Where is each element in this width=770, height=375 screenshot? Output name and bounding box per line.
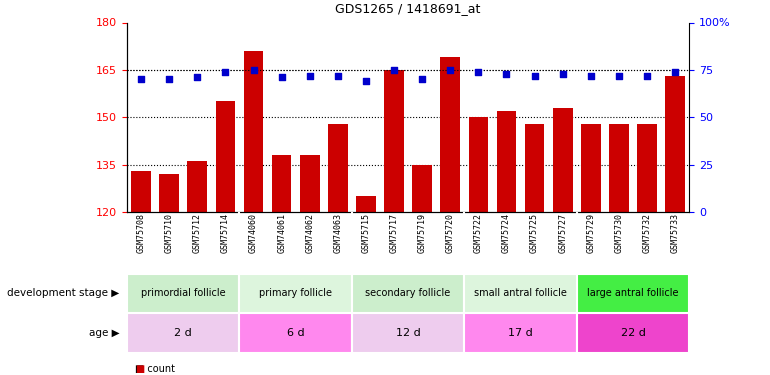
Text: GSM75715: GSM75715 bbox=[361, 213, 370, 253]
Bar bbox=[272, 155, 292, 212]
Text: 12 d: 12 d bbox=[396, 328, 420, 338]
Text: GSM74061: GSM74061 bbox=[277, 213, 286, 253]
Text: GSM75708: GSM75708 bbox=[136, 213, 146, 253]
Text: 22 d: 22 d bbox=[621, 328, 645, 338]
Bar bbox=[328, 123, 348, 212]
Bar bbox=[468, 117, 488, 212]
Point bbox=[191, 74, 203, 80]
Bar bbox=[127, 274, 239, 313]
Text: GSM74062: GSM74062 bbox=[305, 213, 314, 253]
Bar bbox=[464, 274, 577, 313]
Bar bbox=[412, 165, 432, 212]
Point bbox=[247, 67, 259, 73]
Text: small antral follicle: small antral follicle bbox=[474, 288, 567, 298]
Text: GSM75710: GSM75710 bbox=[165, 213, 174, 253]
Text: 2 d: 2 d bbox=[174, 328, 192, 338]
Text: primary follicle: primary follicle bbox=[259, 288, 332, 298]
Text: GSM74063: GSM74063 bbox=[333, 213, 343, 253]
Bar bbox=[609, 123, 629, 212]
Text: GSM75717: GSM75717 bbox=[390, 213, 399, 253]
Bar bbox=[300, 155, 320, 212]
Point bbox=[360, 78, 372, 84]
Bar bbox=[464, 313, 577, 352]
Text: GSM75725: GSM75725 bbox=[530, 213, 539, 253]
Bar bbox=[497, 111, 517, 212]
Point bbox=[444, 67, 457, 73]
Bar bbox=[577, 274, 689, 313]
Bar bbox=[239, 274, 352, 313]
Point bbox=[557, 70, 569, 76]
Text: GSM74060: GSM74060 bbox=[249, 213, 258, 253]
Point bbox=[135, 76, 147, 82]
Bar bbox=[187, 161, 207, 212]
Text: GSM75714: GSM75714 bbox=[221, 213, 230, 253]
Text: primordial follicle: primordial follicle bbox=[141, 288, 226, 298]
Text: GSM75730: GSM75730 bbox=[614, 213, 624, 253]
Text: GSM75732: GSM75732 bbox=[642, 213, 651, 253]
Bar bbox=[637, 123, 657, 212]
Bar bbox=[243, 51, 263, 212]
Bar bbox=[131, 171, 151, 212]
Text: large antral follicle: large antral follicle bbox=[588, 288, 678, 298]
Bar bbox=[159, 174, 179, 212]
Bar bbox=[577, 313, 689, 352]
Text: 17 d: 17 d bbox=[508, 328, 533, 338]
Text: GSM75724: GSM75724 bbox=[502, 213, 511, 253]
Point bbox=[528, 72, 541, 78]
Text: GSM75719: GSM75719 bbox=[417, 213, 427, 253]
Bar bbox=[665, 76, 685, 212]
Text: GDS1265 / 1418691_at: GDS1265 / 1418691_at bbox=[336, 2, 480, 15]
Text: 6 d: 6 d bbox=[287, 328, 304, 338]
Point bbox=[500, 70, 513, 76]
Bar bbox=[352, 313, 464, 352]
Point bbox=[276, 74, 288, 80]
Text: ■: ■ bbox=[135, 364, 144, 374]
Point bbox=[163, 76, 176, 82]
Point bbox=[416, 76, 428, 82]
Bar bbox=[239, 313, 352, 352]
Text: age ▶: age ▶ bbox=[89, 328, 119, 338]
Point bbox=[641, 72, 653, 78]
Point bbox=[669, 69, 681, 75]
Text: GSM75712: GSM75712 bbox=[192, 213, 202, 253]
Point bbox=[613, 72, 625, 78]
Point bbox=[219, 69, 232, 75]
Text: GSM75727: GSM75727 bbox=[558, 213, 567, 253]
Text: secondary follicle: secondary follicle bbox=[366, 288, 450, 298]
Point bbox=[332, 72, 344, 78]
Bar bbox=[553, 108, 573, 212]
Text: GSM75722: GSM75722 bbox=[474, 213, 483, 253]
Bar bbox=[440, 57, 460, 212]
Bar bbox=[581, 123, 601, 212]
Bar bbox=[127, 313, 239, 352]
Point bbox=[388, 67, 400, 73]
Bar bbox=[524, 123, 544, 212]
Point bbox=[472, 69, 484, 75]
Text: GSM75733: GSM75733 bbox=[671, 213, 680, 253]
Point bbox=[303, 72, 316, 78]
Bar bbox=[216, 101, 236, 212]
Bar bbox=[356, 196, 376, 212]
Text: ■ count: ■ count bbox=[135, 364, 175, 374]
Text: development stage ▶: development stage ▶ bbox=[7, 288, 119, 298]
Text: GSM75720: GSM75720 bbox=[446, 213, 455, 253]
Bar bbox=[352, 274, 464, 313]
Bar bbox=[384, 70, 404, 212]
Point bbox=[584, 72, 597, 78]
Text: GSM75729: GSM75729 bbox=[586, 213, 595, 253]
